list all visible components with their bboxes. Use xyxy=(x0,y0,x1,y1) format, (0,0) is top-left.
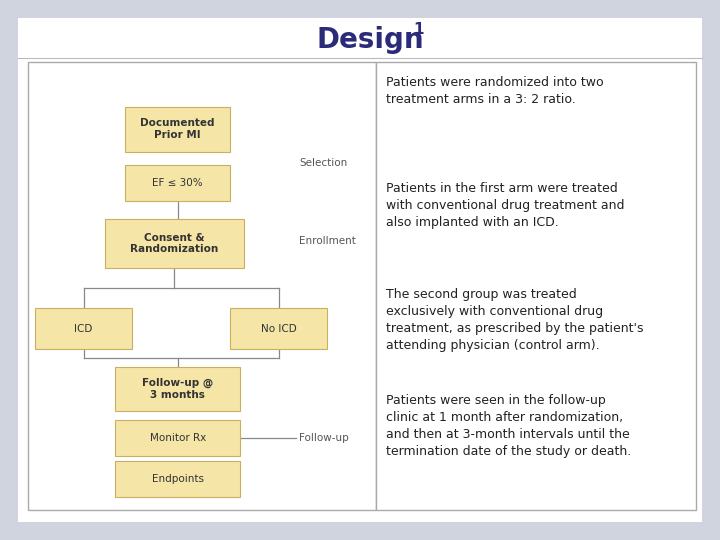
Text: Documented
Prior MI: Documented Prior MI xyxy=(140,118,215,140)
FancyBboxPatch shape xyxy=(125,165,230,201)
FancyBboxPatch shape xyxy=(28,62,376,510)
Text: Monitor Rx: Monitor Rx xyxy=(150,433,206,443)
Text: Design: Design xyxy=(316,26,424,54)
FancyBboxPatch shape xyxy=(376,62,696,510)
FancyBboxPatch shape xyxy=(125,107,230,152)
FancyBboxPatch shape xyxy=(35,308,132,349)
FancyBboxPatch shape xyxy=(230,308,328,349)
Text: The second group was treated
exclusively with conventional drug
treatment, as pr: The second group was treated exclusively… xyxy=(386,288,644,352)
FancyBboxPatch shape xyxy=(115,421,240,456)
Text: No ICD: No ICD xyxy=(261,323,297,334)
Text: Enrollment: Enrollment xyxy=(300,236,356,246)
FancyBboxPatch shape xyxy=(115,461,240,497)
FancyBboxPatch shape xyxy=(18,18,702,522)
FancyBboxPatch shape xyxy=(115,367,240,411)
Text: Patients in the first arm were treated
with conventional drug treatment and
also: Patients in the first arm were treated w… xyxy=(386,182,624,229)
Text: Follow-up @
3 months: Follow-up @ 3 months xyxy=(142,378,213,400)
Text: Patients were seen in the follow-up
clinic at 1 month after randomization,
and t: Patients were seen in the follow-up clin… xyxy=(386,394,631,458)
Text: Patients were randomized into two
treatment arms in a 3: 2 ratio.: Patients were randomized into two treatm… xyxy=(386,76,603,106)
Text: Follow-up: Follow-up xyxy=(300,433,349,443)
FancyBboxPatch shape xyxy=(104,219,244,268)
Text: Consent &
Randomization: Consent & Randomization xyxy=(130,233,218,254)
Text: ICD: ICD xyxy=(74,323,93,334)
Text: 1: 1 xyxy=(413,22,423,37)
Text: Selection: Selection xyxy=(300,158,348,168)
Text: EF ≤ 30%: EF ≤ 30% xyxy=(153,178,203,188)
Text: Endpoints: Endpoints xyxy=(152,474,204,484)
